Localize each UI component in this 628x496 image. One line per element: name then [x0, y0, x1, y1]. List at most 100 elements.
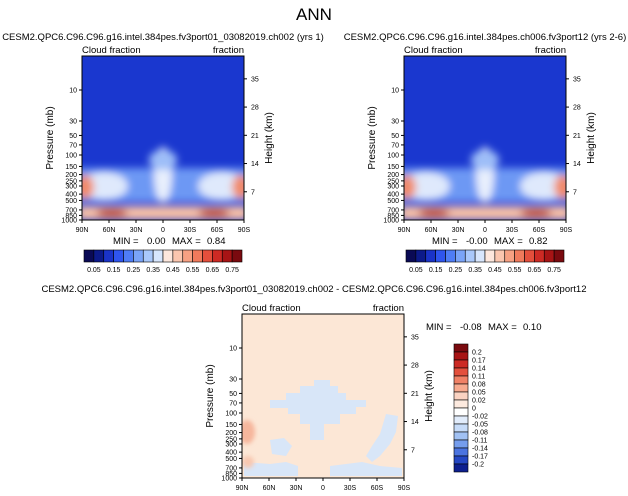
y-tick-label: 30: [69, 119, 77, 126]
y-tick-label: 50: [391, 133, 399, 140]
panel-1-ylabel: Pressure (mb): [45, 106, 56, 169]
colorbar-box: [162, 249, 174, 263]
x-tick-label: 30N: [130, 227, 143, 234]
y-tick-label: 100: [387, 152, 399, 159]
colorbar-box: [453, 439, 469, 449]
colorbar-box: [93, 249, 105, 263]
x-tick-label: 0: [161, 227, 165, 234]
panel-3-ylabel: Pressure (mb): [205, 364, 216, 427]
panel-1-equator-top: [149, 150, 177, 170]
y-tick-label: 100: [65, 152, 77, 159]
y-tick-label: 850: [65, 213, 77, 220]
panel-2-min-value: -0.00: [466, 236, 488, 247]
panel-2-cloud-south: [554, 175, 566, 199]
panel-3-negative-surface-north: [244, 462, 298, 476]
y2-tick-label: 14: [251, 161, 259, 168]
y-tick-label: 250: [65, 178, 77, 185]
colorbar-box: [453, 431, 469, 441]
y-tick-label: 1000: [221, 476, 237, 483]
y-tick-label: 250: [387, 178, 399, 185]
colorbar-tick-label: 0.11: [472, 374, 485, 381]
colorbar-tick-label: 0.35: [146, 267, 160, 274]
panel-1-min-label: MIN =: [113, 236, 139, 247]
y2-tick-label: 28: [251, 105, 259, 112]
panel-2-title: CESM2.QPC6.C96.C96.g16.intel.384pes.ch00…: [344, 32, 627, 43]
panel-3-negative-regions: [244, 380, 402, 476]
panel-1-cloud-north: [82, 175, 94, 199]
colorbar-box: [212, 249, 223, 263]
x-tick-label: 30S: [506, 227, 519, 234]
panel-1-cloud-south: [232, 175, 244, 199]
y-tick-label: 500: [65, 198, 77, 205]
colorbar-box: [484, 249, 496, 263]
x-tick-label: 60N: [425, 227, 438, 234]
x-tick-label: 0: [483, 227, 487, 234]
colorbar-box: [113, 249, 124, 263]
colorbar-tick-label: 0.05: [409, 267, 423, 274]
panel-1-max-label: MAX =: [172, 236, 201, 247]
colorbar-box: [453, 351, 469, 361]
colorbar-box: [415, 249, 427, 263]
x-tick-label: 90S: [238, 227, 251, 234]
colorbar-box: [202, 249, 213, 263]
colorbar-box: [435, 249, 446, 263]
colorbar-tick-label: 0.2: [472, 350, 482, 357]
y-tick-label: 500: [225, 456, 237, 463]
panel-2-field: [404, 56, 566, 220]
y2-tick-label: 7: [251, 189, 255, 196]
panel-3-negative-surface-south: [330, 462, 402, 476]
colorbar-box: [425, 249, 436, 263]
colorbar-box: [182, 249, 193, 263]
y-tick-label: 200: [387, 172, 399, 179]
colorbar-box: [142, 249, 154, 263]
panel-2-band-north: [404, 172, 450, 200]
x-tick-label: 30N: [290, 485, 303, 492]
colorbar-tick-label: 0.05: [87, 267, 101, 274]
panel-1-left-label: Cloud fraction: [82, 45, 141, 56]
colorbar-box: [133, 249, 144, 263]
colorbar-box: [494, 249, 506, 263]
colorbar-tick-label: 0.08: [472, 382, 486, 389]
colorbar-tick-label: 0.65: [206, 267, 220, 274]
colorbar-box: [453, 463, 469, 473]
colorbar-box: [455, 249, 466, 263]
colorbar-box: [445, 249, 456, 263]
panel-1-max-value: 0.84: [207, 236, 226, 247]
x-tick-label: 90N: [76, 227, 89, 234]
panel-2-max-label: MAX =: [494, 236, 523, 247]
y-tick-label: 70: [69, 142, 77, 149]
colorbar-box: [453, 367, 469, 377]
y2-tick-label: 21: [573, 133, 581, 140]
y-tick-label: 300: [387, 184, 399, 191]
panel-2-colorbar: 0.05 0.15 0.25 0.35 0.45 0.55 0.65 0.75: [405, 249, 565, 274]
colorbar-box: [453, 375, 469, 385]
panel-2-right-label: fraction: [535, 45, 566, 56]
x-tick-label: 60N: [263, 485, 276, 492]
y-tick-label: 50: [69, 133, 77, 140]
colorbar-box: [231, 249, 243, 263]
y2-tick-label: 7: [573, 189, 577, 196]
panel-1-min-value: 0.00: [147, 236, 166, 247]
panel-3-negative-mid: [270, 438, 292, 456]
panel-3-right-label: fraction: [373, 303, 404, 314]
panel-1-right-label: fraction: [213, 45, 244, 56]
panel-3-max-label: MAX =: [488, 322, 517, 333]
panel-1-axes: 1030507010015020025030040050070085010003…: [61, 76, 258, 234]
y-tick-label: 700: [225, 465, 237, 472]
panel-3-field: [242, 314, 404, 478]
y-tick-label: 700: [65, 207, 77, 214]
colorbar-tick-label: 0.35: [468, 267, 482, 274]
colorbar-tick-label: -0.05: [472, 422, 488, 429]
panel-1-surface-peak-north: [96, 209, 128, 217]
panel-1-surface-peak-south: [198, 209, 230, 217]
y-tick-label: 850: [387, 213, 399, 220]
panel-2-y2label: Height (km): [586, 112, 597, 164]
panel-3-negative-south: [366, 414, 398, 462]
y-tick-label: 50: [229, 391, 237, 398]
colorbar-box: [453, 343, 469, 353]
colorbar-box: [543, 249, 555, 263]
colorbar-box: [474, 249, 486, 263]
colorbar-tick-label: 0.45: [488, 267, 502, 274]
y2-tick-label: 35: [251, 76, 259, 83]
